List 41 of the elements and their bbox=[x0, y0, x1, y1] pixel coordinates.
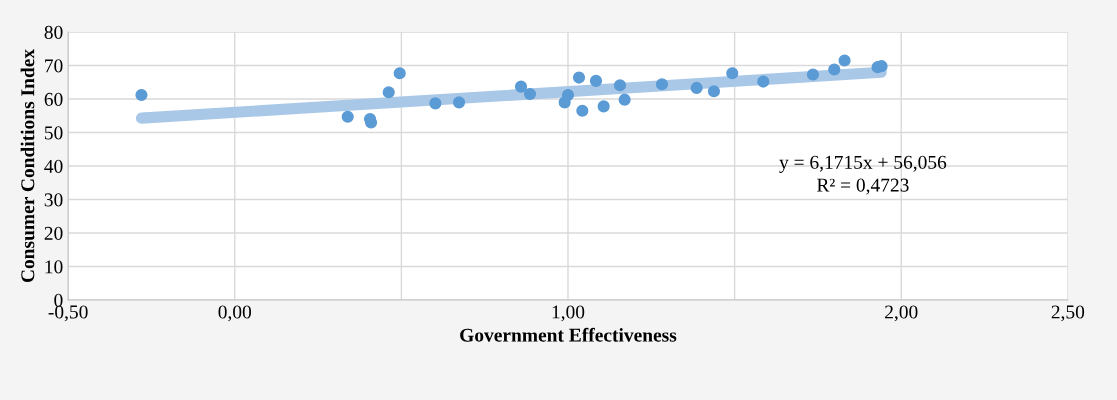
y-tick-label: 10 bbox=[45, 260, 63, 274]
point bbox=[828, 63, 841, 76]
point bbox=[135, 88, 148, 102]
annotation: y = 6,1715x + 56,056 bbox=[779, 155, 947, 173]
x-tick-label: 2,50 bbox=[1051, 305, 1085, 322]
point bbox=[757, 75, 770, 88]
point bbox=[613, 79, 627, 92]
x-axis-title: Government Effectiveness bbox=[460, 327, 677, 342]
y-tick-label: 20 bbox=[44, 226, 63, 240]
y-tick-label: 60 bbox=[44, 92, 63, 106]
x-tick-label: -0,50 bbox=[48, 305, 88, 322]
x-tick-label: 0,00 bbox=[218, 305, 252, 322]
y-tick-label: 80 bbox=[44, 25, 63, 39]
point bbox=[429, 97, 442, 110]
point bbox=[690, 81, 703, 95]
point bbox=[452, 96, 466, 109]
point bbox=[393, 67, 406, 80]
point bbox=[523, 87, 537, 101]
point bbox=[382, 86, 395, 99]
point bbox=[576, 104, 589, 117]
point bbox=[597, 100, 610, 113]
y-tick-label: 50 bbox=[44, 126, 63, 140]
point bbox=[655, 78, 669, 91]
x-tick-label: 2,00 bbox=[885, 305, 918, 322]
point bbox=[806, 68, 819, 81]
point bbox=[514, 80, 528, 93]
y-tick-label: 70 bbox=[45, 59, 63, 73]
point bbox=[589, 74, 603, 87]
y-tick-label: 30 bbox=[44, 193, 63, 207]
y-tick-label: 0 bbox=[54, 293, 63, 307]
point bbox=[561, 88, 575, 102]
point bbox=[572, 71, 586, 84]
point bbox=[707, 85, 721, 98]
point bbox=[838, 54, 851, 67]
point bbox=[726, 67, 739, 80]
point bbox=[341, 110, 354, 123]
point bbox=[618, 93, 631, 106]
x-tick-label: 1,00 bbox=[552, 305, 585, 322]
y-axis-title: Consumer Conditions Index bbox=[20, 49, 35, 283]
annotation: R² = 0,4723 bbox=[816, 178, 909, 195]
y-tick-label: 40 bbox=[44, 159, 63, 173]
